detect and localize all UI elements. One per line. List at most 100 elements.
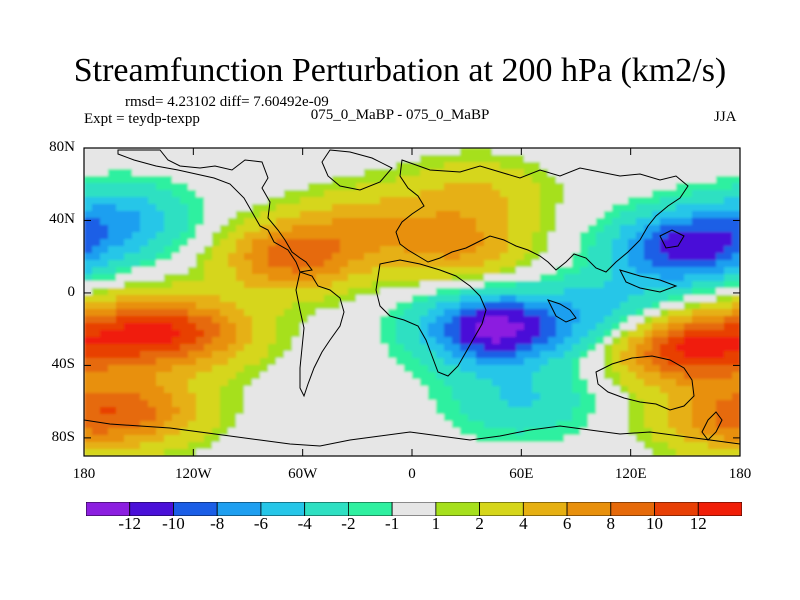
- field-cell: [652, 218, 661, 226]
- field-cell: [556, 330, 565, 338]
- field-cell: [532, 281, 541, 289]
- field-cell: [612, 407, 621, 415]
- field-cell: [404, 330, 413, 338]
- field-cell: [332, 176, 341, 184]
- field-cell: [572, 351, 581, 359]
- field-cell: [508, 435, 517, 443]
- field-cell: [396, 211, 405, 219]
- field-cell: [708, 183, 717, 191]
- field-cell: [132, 232, 141, 240]
- field-cell: [108, 414, 117, 422]
- field-cell: [116, 246, 125, 254]
- field-cell: [108, 162, 117, 170]
- field-cell: [364, 302, 373, 310]
- field-cell: [556, 155, 565, 163]
- field-cell: [516, 393, 525, 401]
- field-cell: [164, 372, 173, 380]
- field-cell: [188, 176, 197, 184]
- field-cell: [332, 421, 341, 429]
- field-cell: [116, 204, 125, 212]
- field-cell: [124, 162, 133, 170]
- field-cell: [356, 246, 365, 254]
- field-cell: [588, 358, 597, 366]
- field-cell: [132, 344, 141, 352]
- field-cell: [148, 246, 157, 254]
- field-cell: [460, 288, 469, 296]
- field-cell: [588, 253, 597, 261]
- field-cell: [716, 358, 725, 366]
- field-cell: [460, 309, 469, 317]
- field-cell: [724, 414, 733, 422]
- field-cell: [100, 323, 109, 331]
- field-cell: [540, 260, 549, 268]
- field-cell: [612, 155, 621, 163]
- field-cell: [452, 428, 461, 436]
- field-cell: [236, 449, 245, 456]
- field-cell: [700, 239, 709, 247]
- field-cell: [380, 274, 389, 282]
- field-cell: [116, 435, 125, 443]
- field-cell: [108, 239, 117, 247]
- field-cell: [220, 204, 229, 212]
- field-cell: [572, 225, 581, 233]
- field-cell: [332, 246, 341, 254]
- field-cell: [548, 344, 557, 352]
- field-cell: [468, 253, 477, 261]
- field-cell: [300, 232, 309, 240]
- field-cell: [116, 148, 125, 156]
- field-cell: [188, 358, 197, 366]
- field-cell: [700, 302, 709, 310]
- field-cell: [460, 169, 469, 177]
- field-cell: [348, 309, 357, 317]
- field-cell: [428, 267, 437, 275]
- field-cell: [372, 309, 381, 317]
- field-cell: [564, 393, 573, 401]
- field-cell: [732, 316, 740, 324]
- colorbar-label: 8: [606, 514, 616, 533]
- field-cell: [164, 316, 173, 324]
- field-cell: [516, 225, 525, 233]
- field-cell: [500, 344, 509, 352]
- field-cell: [524, 323, 533, 331]
- field-cell: [388, 211, 397, 219]
- field-cell: [244, 239, 253, 247]
- field-cell: [500, 323, 509, 331]
- field-cell: [556, 393, 565, 401]
- field-cell: [140, 442, 149, 450]
- field-cell: [244, 414, 253, 422]
- field-cell: [420, 372, 429, 380]
- field-cell: [492, 274, 501, 282]
- field-cell: [84, 148, 93, 156]
- field-cell: [476, 197, 485, 205]
- field-cell: [700, 379, 709, 387]
- field-cell: [196, 162, 205, 170]
- field-cell: [612, 372, 621, 380]
- field-cell: [452, 211, 461, 219]
- field-cell: [604, 316, 613, 324]
- field-cell: [188, 400, 197, 408]
- field-cell: [532, 218, 541, 226]
- field-cell: [92, 400, 101, 408]
- field-cell: [660, 281, 669, 289]
- field-cell: [524, 386, 533, 394]
- field-cell: [596, 435, 605, 443]
- field-cell: [108, 148, 117, 156]
- field-cell: [228, 330, 237, 338]
- field-cell: [364, 190, 373, 198]
- field-cell: [180, 351, 189, 359]
- field-cell: [340, 260, 349, 268]
- field-cell: [124, 288, 133, 296]
- field-cell: [100, 197, 109, 205]
- field-cell: [724, 288, 733, 296]
- field-cell: [452, 414, 461, 422]
- field-cell: [84, 386, 93, 394]
- field-cell: [300, 442, 309, 450]
- field-cell: [188, 379, 197, 387]
- field-cell: [540, 211, 549, 219]
- field-cell: [100, 435, 109, 443]
- field-cell: [700, 337, 709, 345]
- field-cell: [396, 267, 405, 275]
- field-cell: [156, 407, 165, 415]
- field-cell: [172, 309, 181, 317]
- field-cell: [596, 365, 605, 373]
